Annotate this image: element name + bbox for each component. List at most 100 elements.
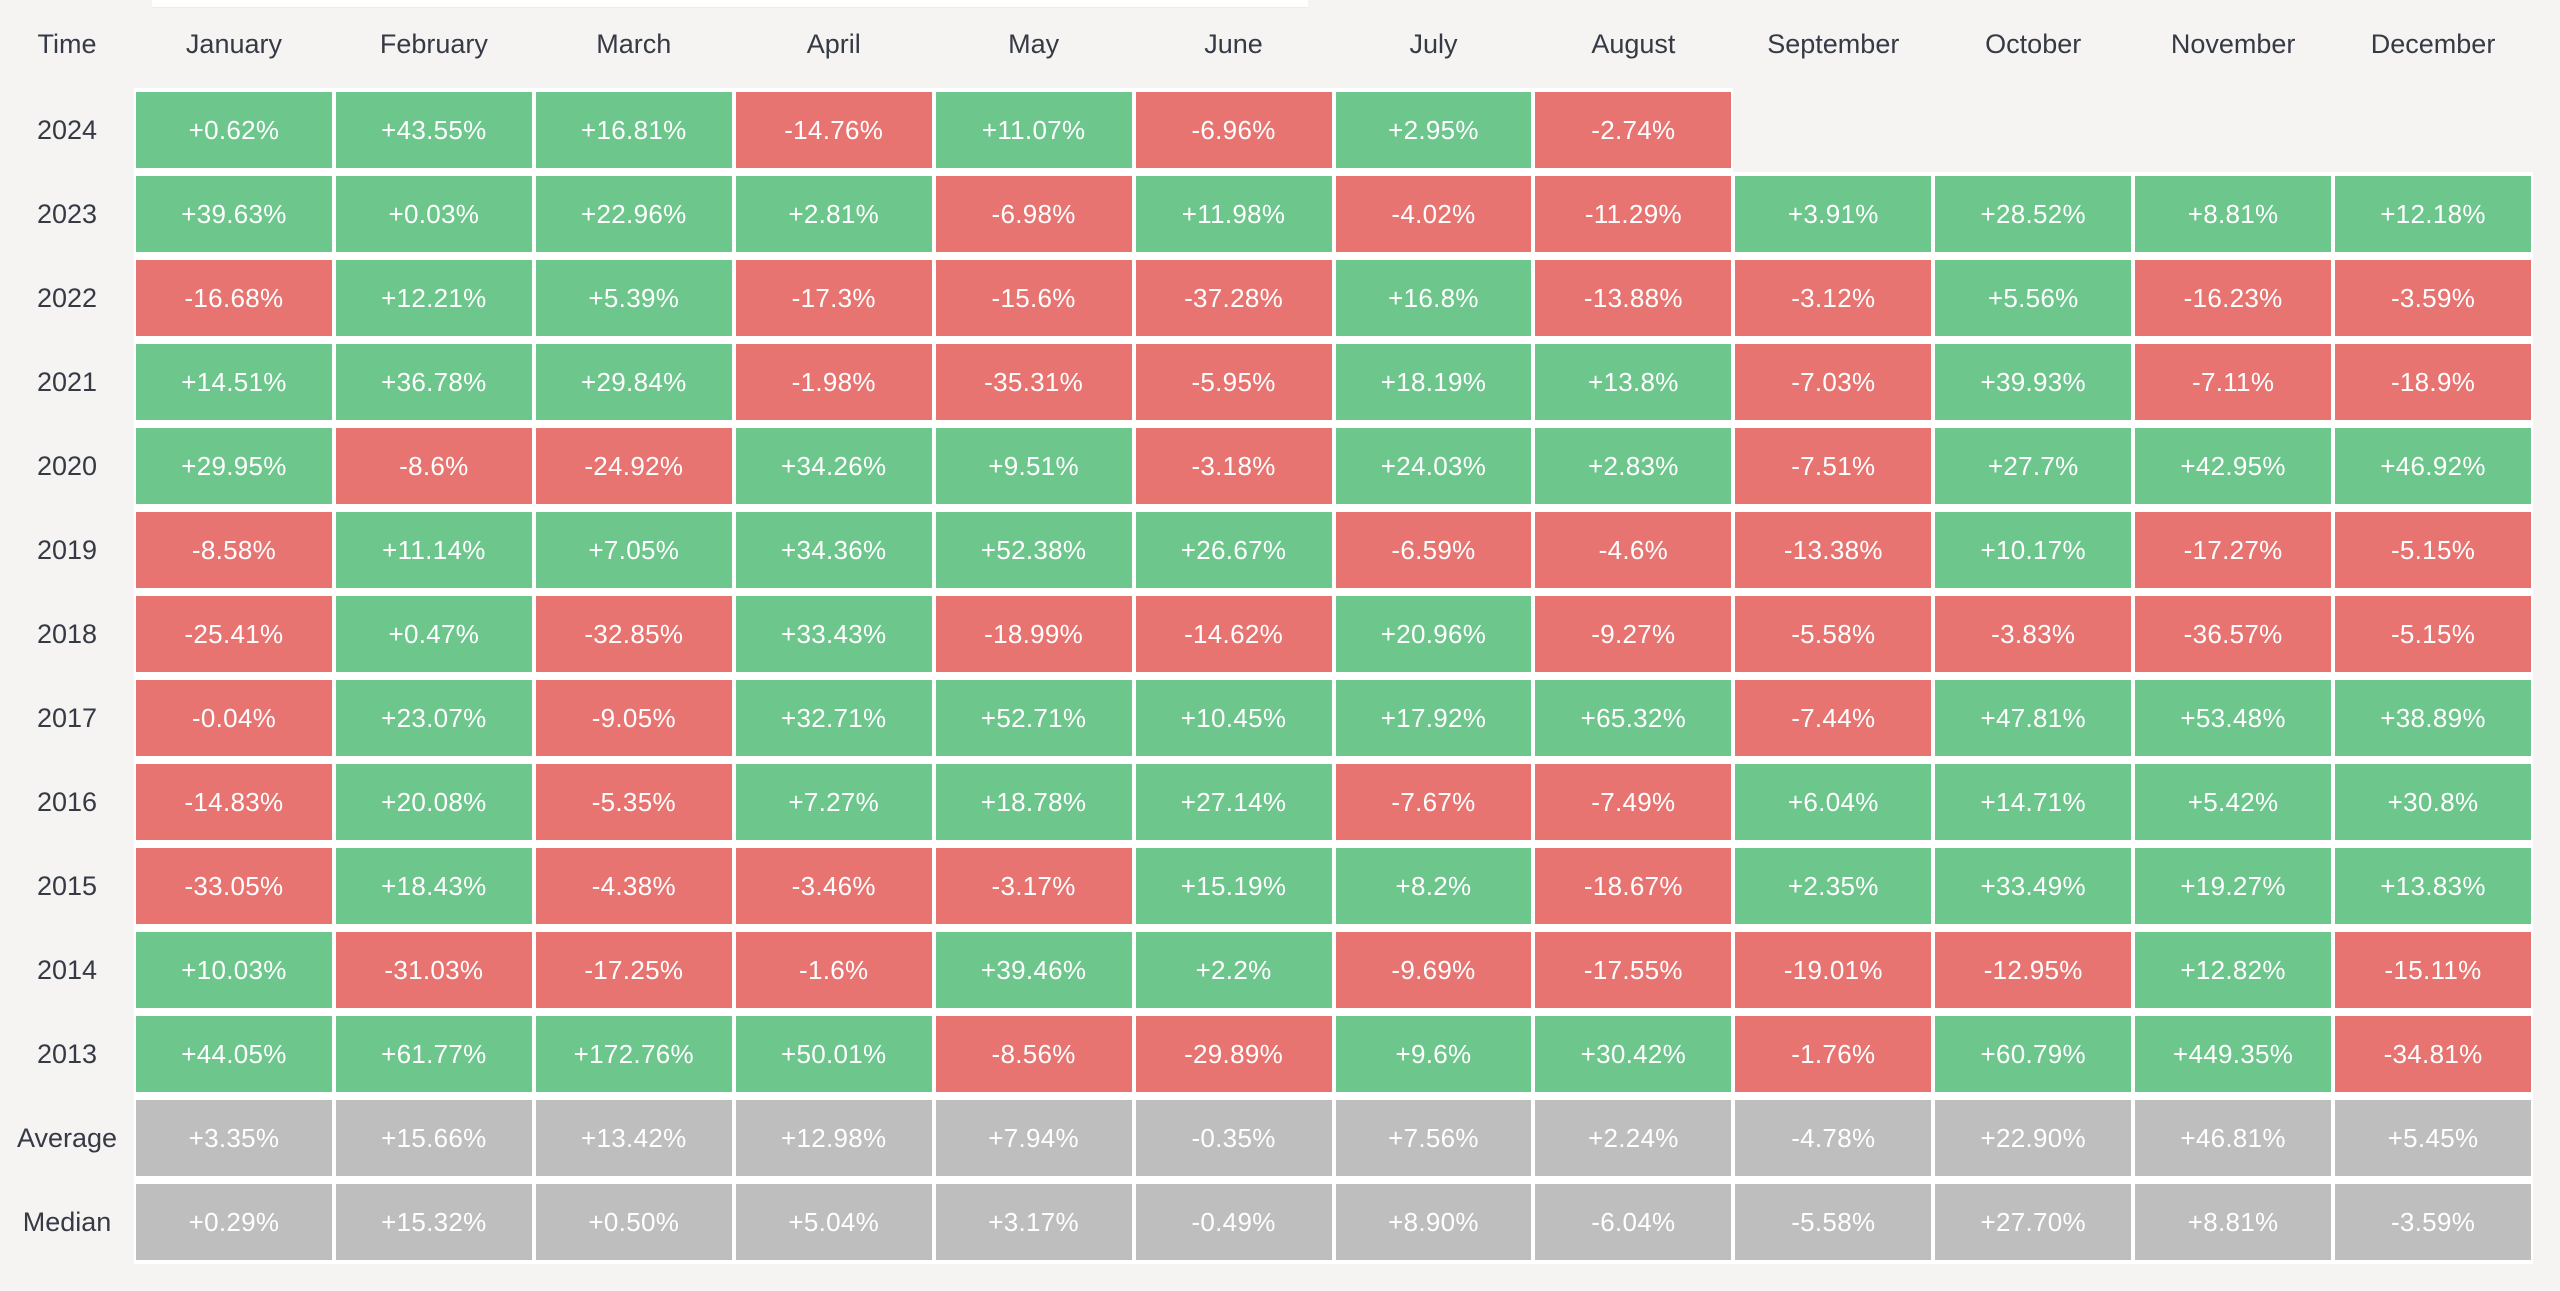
cell-2021-october: +39.93% (1933, 340, 2134, 424)
cell-2016-february: +20.08% (333, 760, 534, 844)
column-header-time: Time (37, 28, 97, 59)
column-header-march: March (596, 28, 672, 59)
cell-median-october: +27.70% (1933, 1180, 2134, 1264)
cell-2020-november: +42.95% (2133, 424, 2334, 508)
cell-2016-april: +7.27% (733, 760, 934, 844)
row-label-2016: 2016 (36, 786, 98, 817)
cell-2015-january: -33.05% (134, 844, 334, 928)
column-header-december: December (2370, 28, 2496, 59)
cell-2023-november: +8.81% (2133, 172, 2334, 256)
cell-2019-september: -13.38% (1733, 508, 1934, 592)
cell-2023-october: +28.52% (1933, 172, 2134, 256)
cell-2018-may: -18.99% (933, 592, 1134, 676)
cell-2020-june: -3.18% (1133, 424, 1334, 508)
column-header-may: May (1008, 28, 1060, 59)
cell-2018-february: +0.47% (333, 592, 534, 676)
cell-2017-may: +52.71% (933, 676, 1134, 760)
cell-median-april: +5.04% (733, 1180, 934, 1264)
cell-2024-january: +0.62% (134, 88, 334, 172)
row-label-median: Median (22, 1206, 112, 1237)
cell-2017-september: -7.44% (1733, 676, 1934, 760)
cell-2016-july: -7.67% (1333, 760, 1534, 844)
cell-2022-september: -3.12% (1733, 256, 1934, 340)
cell-2013-october: +60.79% (1933, 1012, 2134, 1096)
cell-average-december: +5.45% (2333, 1096, 2533, 1180)
cell-2014-september: -19.01% (1733, 928, 1934, 1012)
cell-2013-july: +9.6% (1333, 1012, 1534, 1096)
cell-2014-january: +10.03% (134, 928, 334, 1012)
cell-average-november: +46.81% (2133, 1096, 2334, 1180)
cell-2023-may: -6.98% (933, 172, 1134, 256)
row-label-2014: 2014 (36, 954, 98, 985)
cell-2015-june: +15.19% (1133, 844, 1334, 928)
cell-2013-march: +172.76% (533, 1012, 734, 1096)
cell-2018-august: -9.27% (1533, 592, 1734, 676)
row-label-average: Average (16, 1122, 118, 1153)
cell-2020-may: +9.51% (933, 424, 1134, 508)
row-label-2022: 2022 (36, 282, 98, 313)
cell-average-april: +12.98% (733, 1096, 934, 1180)
cell-average-may: +7.94% (933, 1096, 1134, 1180)
cell-2018-september: -5.58% (1733, 592, 1934, 676)
cell-2023-april: +2.81% (733, 172, 934, 256)
cell-median-january: +0.29% (134, 1180, 334, 1264)
cell-median-september: -5.58% (1733, 1180, 1934, 1264)
cell-2022-july: +16.8% (1333, 256, 1534, 340)
cell-median-march: +0.50% (533, 1180, 734, 1264)
cell-2014-june: +2.2% (1133, 928, 1334, 1012)
cell-2013-december: -34.81% (2333, 1012, 2533, 1096)
cell-2023-september: +3.91% (1733, 172, 1934, 256)
cell-2015-february: +18.43% (333, 844, 534, 928)
cell-2019-august: -4.6% (1533, 508, 1734, 592)
cell-2022-march: +5.39% (533, 256, 734, 340)
cell-2021-february: +36.78% (333, 340, 534, 424)
cell-2024-march: +16.81% (533, 88, 734, 172)
cell-2018-october: -3.83% (1933, 592, 2134, 676)
cell-2022-february: +12.21% (333, 256, 534, 340)
cell-2024-september (1733, 88, 1933, 172)
cell-2024-july: +2.95% (1333, 88, 1534, 172)
cell-2020-february: -8.6% (333, 424, 534, 508)
row-label-2018: 2018 (36, 618, 98, 649)
cell-2013-september: -1.76% (1733, 1012, 1934, 1096)
cell-median-july: +8.90% (1333, 1180, 1534, 1264)
cell-2016-august: -7.49% (1533, 760, 1734, 844)
cell-2013-april: +50.01% (733, 1012, 934, 1096)
column-header-january: January (185, 28, 282, 59)
cell-2022-june: -37.28% (1133, 256, 1334, 340)
cell-2014-july: -9.69% (1333, 928, 1534, 1012)
cell-2024-november (2133, 88, 2333, 172)
cell-2016-march: -5.35% (533, 760, 734, 844)
cell-2022-april: -17.3% (733, 256, 934, 340)
cell-2017-november: +53.48% (2133, 676, 2334, 760)
cell-2016-november: +5.42% (2133, 760, 2334, 844)
cell-2020-january: +29.95% (134, 424, 334, 508)
cell-2019-april: +34.36% (733, 508, 934, 592)
cell-2018-january: -25.41% (134, 592, 334, 676)
cell-2014-december: -15.11% (2333, 928, 2533, 1012)
cell-median-june: -0.49% (1133, 1180, 1334, 1264)
cell-2014-march: -17.25% (533, 928, 734, 1012)
cell-2023-june: +11.98% (1133, 172, 1334, 256)
cell-2023-december: +12.18% (2333, 172, 2533, 256)
top-edge-artifact (152, 0, 1308, 8)
cell-2014-november: +12.82% (2133, 928, 2334, 1012)
cell-2018-june: -14.62% (1133, 592, 1334, 676)
cell-2017-july: +17.92% (1333, 676, 1534, 760)
cell-2020-april: +34.26% (733, 424, 934, 508)
cell-2019-october: +10.17% (1933, 508, 2134, 592)
cell-2023-january: +39.63% (134, 172, 334, 256)
row-label-2015: 2015 (36, 870, 98, 901)
cell-2018-march: -32.85% (533, 592, 734, 676)
cell-2024-december (2333, 88, 2533, 172)
cell-2015-september: +2.35% (1733, 844, 1934, 928)
cell-2021-december: -18.9% (2333, 340, 2533, 424)
cell-2015-december: +13.83% (2333, 844, 2533, 928)
cell-2021-july: +18.19% (1333, 340, 1534, 424)
cell-2014-october: -12.95% (1933, 928, 2134, 1012)
cell-2021-march: +29.84% (533, 340, 734, 424)
cell-2024-august: -2.74% (1533, 88, 1734, 172)
cell-2017-august: +65.32% (1533, 676, 1734, 760)
row-label-2017: 2017 (36, 702, 98, 733)
cell-2020-july: +24.03% (1333, 424, 1534, 508)
